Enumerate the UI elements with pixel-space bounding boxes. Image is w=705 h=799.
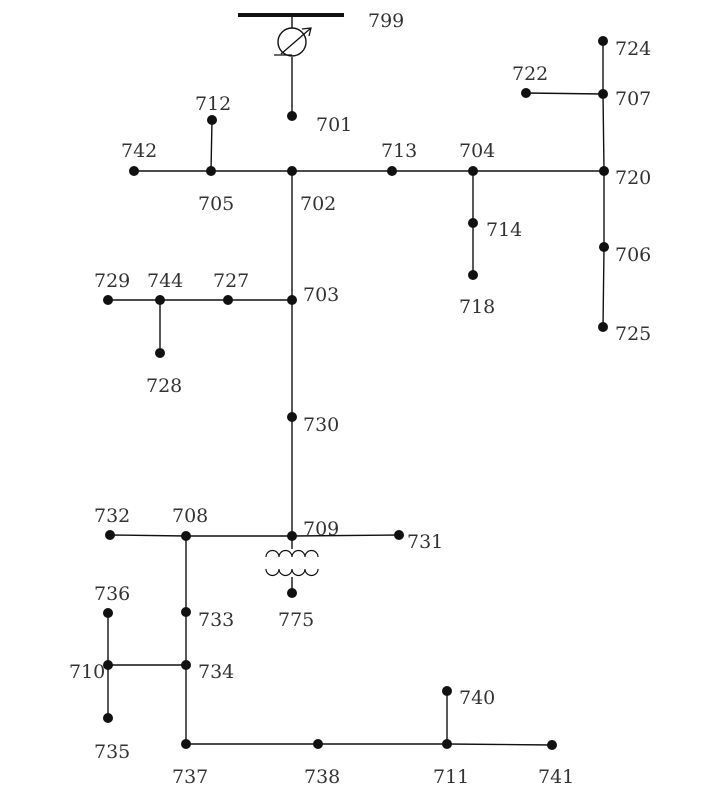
regulator-arrow-head [301, 27, 312, 37]
transformer-winding-primary [265, 549, 319, 558]
label-718: 718 [459, 296, 495, 318]
label-738: 738 [304, 766, 340, 788]
node-708 [181, 531, 191, 541]
label-740: 740 [459, 687, 495, 709]
node-738 [313, 739, 323, 749]
node-775 [287, 588, 297, 598]
label-706: 706 [615, 244, 651, 266]
label-735: 735 [94, 741, 130, 763]
node-737 [181, 739, 191, 749]
node-709 [287, 531, 297, 541]
label-732: 732 [94, 505, 130, 527]
node-702 [287, 166, 297, 176]
node-744 [155, 295, 165, 305]
line-711-741 [446, 743, 553, 746]
node-725 [598, 322, 608, 332]
label-711: 711 [433, 766, 469, 788]
voltage-regulator-icon [274, 27, 312, 57]
label-734: 734 [198, 661, 234, 683]
node-724 [598, 36, 608, 46]
node-731 [394, 530, 404, 540]
label-736: 736 [94, 583, 130, 605]
node-733 [181, 607, 191, 617]
node-722 [521, 88, 531, 98]
label-714: 714 [486, 219, 522, 241]
label-703: 703 [303, 284, 339, 306]
node-704 [468, 166, 478, 176]
label-722: 722 [512, 63, 548, 85]
label-724: 724 [615, 38, 651, 60]
label-799: 799 [368, 10, 404, 32]
node-713 [387, 166, 397, 176]
line-705-712 [210, 119, 213, 172]
node-714 [468, 218, 478, 228]
node-711 [442, 739, 452, 749]
line-706-725 [602, 246, 605, 328]
node-728 [155, 348, 165, 358]
label-707: 707 [615, 88, 651, 110]
node-730 [287, 412, 297, 422]
label-727: 727 [213, 270, 249, 292]
node-741 [547, 740, 557, 750]
label-725: 725 [615, 323, 651, 345]
label-710: 710 [69, 661, 105, 683]
label-730: 730 [303, 414, 339, 436]
line-708-732 [109, 534, 187, 537]
label-712: 712 [195, 93, 231, 115]
node-712 [207, 115, 217, 125]
node-735 [103, 713, 113, 723]
regulator-arrow-shaft [280, 27, 312, 55]
node-732 [105, 530, 115, 540]
line-709-731 [291, 534, 400, 537]
node-718 [468, 270, 478, 280]
transformer-icon [265, 536, 319, 593]
label-728: 728 [146, 375, 182, 397]
node-705 [206, 166, 216, 176]
label-705: 705 [198, 193, 234, 215]
label-729: 729 [94, 270, 130, 292]
label-733: 733 [198, 609, 234, 631]
node-729 [103, 295, 113, 305]
node-710 [103, 660, 113, 670]
label-720: 720 [615, 167, 651, 189]
node-701 [287, 111, 297, 121]
label-737: 737 [172, 766, 208, 788]
line-720-707 [602, 93, 605, 172]
label-775: 775 [278, 609, 314, 631]
label-744: 744 [147, 270, 183, 292]
node-707 [598, 89, 608, 99]
label-709: 709 [303, 518, 339, 540]
node-740 [442, 686, 452, 696]
node-706 [599, 242, 609, 252]
label-741: 741 [538, 766, 574, 788]
label-708: 708 [172, 505, 208, 527]
node-703 [287, 295, 297, 305]
label-701: 701 [316, 114, 352, 136]
label-704: 704 [459, 140, 495, 162]
transformer-winding-secondary [265, 568, 319, 577]
label-731: 731 [407, 531, 443, 553]
regulator-circle [277, 27, 307, 57]
node-742 [129, 166, 139, 176]
label-713: 713 [381, 140, 417, 162]
label-742: 742 [121, 140, 157, 162]
node-734 [181, 660, 191, 670]
node-727 [223, 295, 233, 305]
line-707-722 [525, 92, 604, 95]
node-720 [599, 166, 609, 176]
node-736 [103, 608, 113, 618]
label-702: 702 [300, 193, 336, 215]
